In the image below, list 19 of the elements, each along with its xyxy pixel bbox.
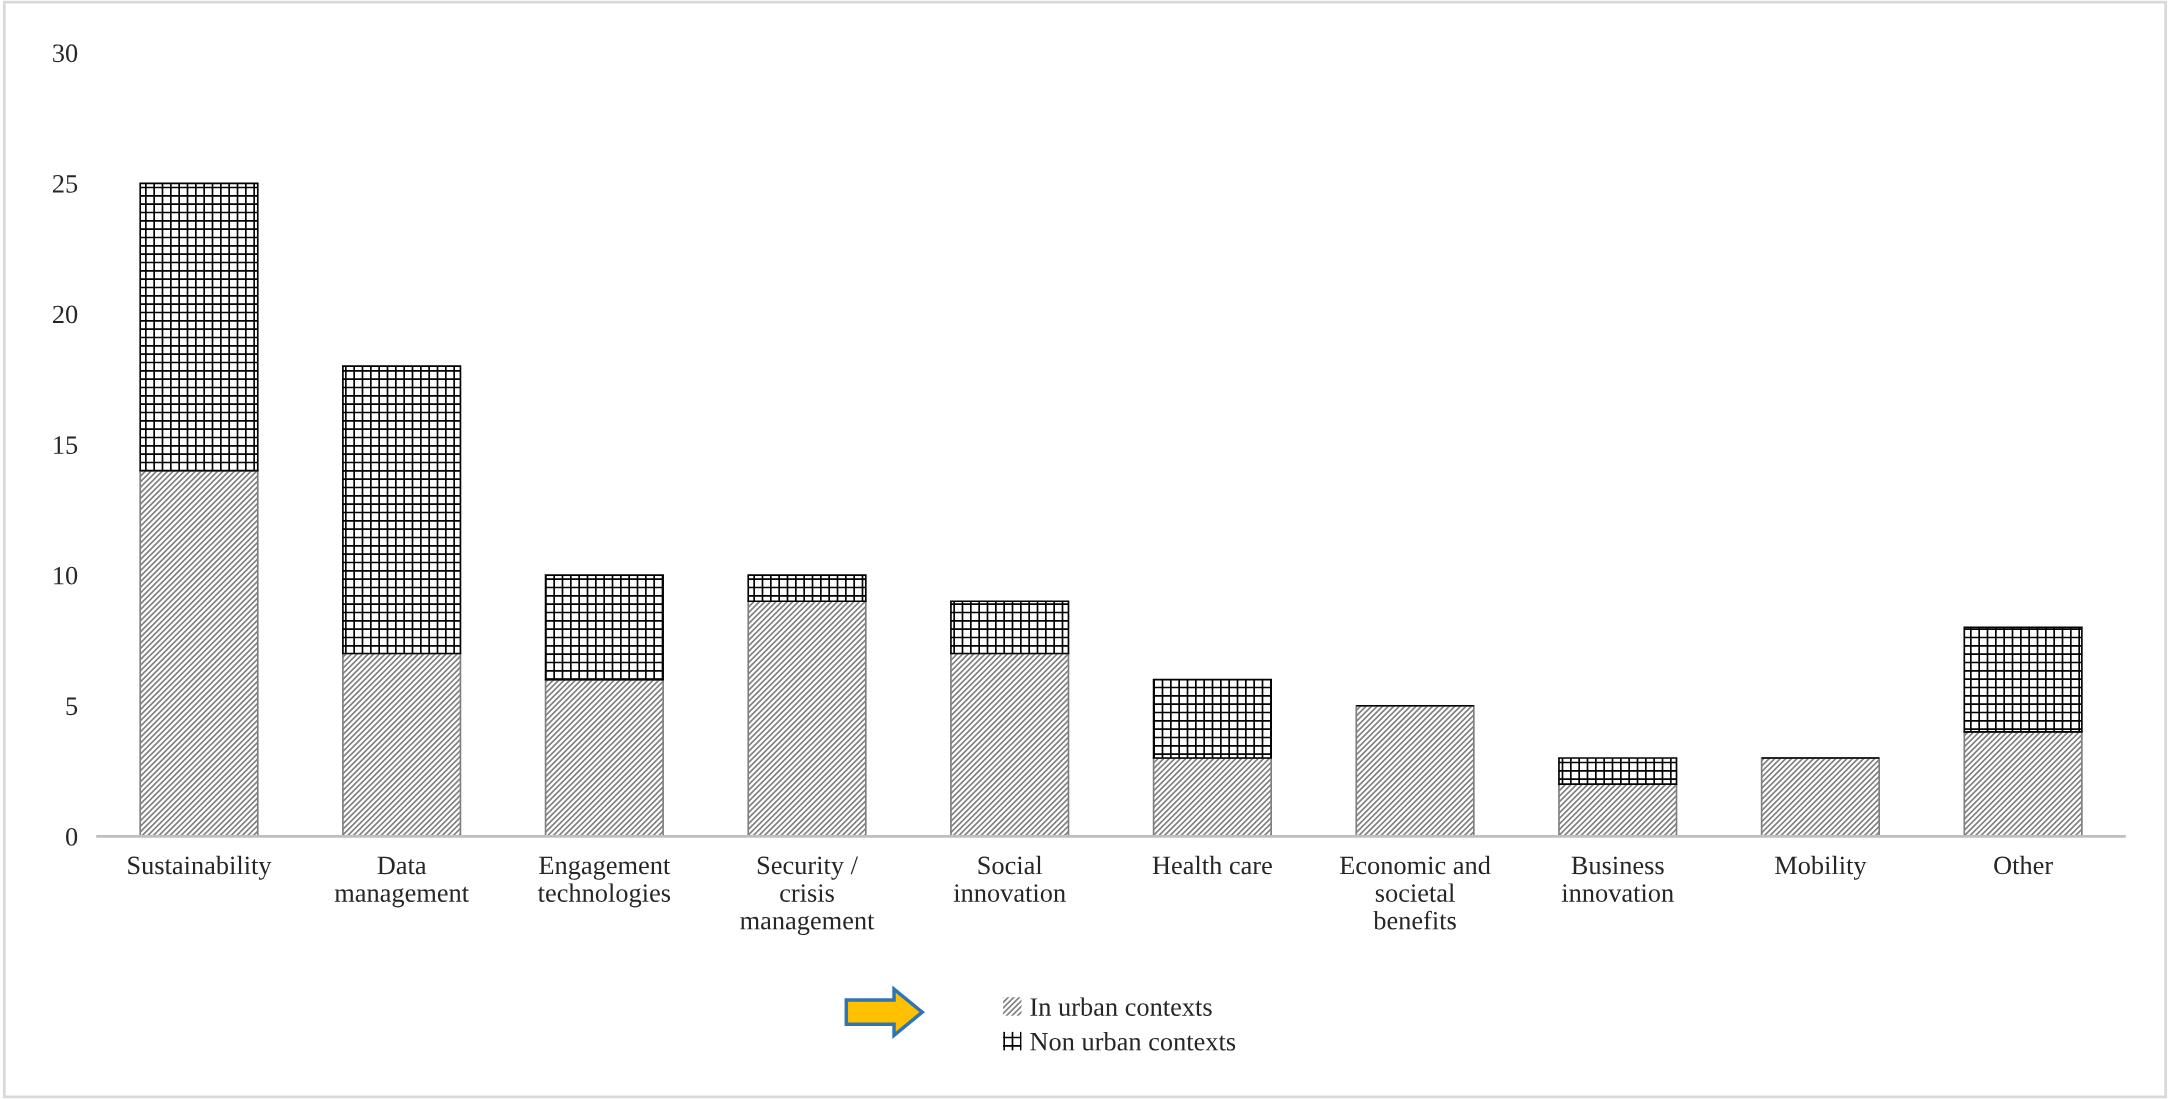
- y-tick-label: 25: [52, 175, 78, 193]
- x-tick-label: Health care: [1152, 855, 1272, 875]
- legend-label: In urban contexts: [1030, 997, 1212, 1016]
- x-tick-label: Business innovation: [1561, 856, 1674, 902]
- y-tick-label: 15: [54, 436, 78, 454]
- y-tick-label: 30: [53, 44, 78, 63]
- y-tick-label: 10: [54, 566, 78, 585]
- x-tick-label: Security / crisis management: [740, 856, 875, 935]
- x-tick-label: Engagement technologies: [537, 856, 671, 908]
- y-tick-label: 20: [52, 305, 78, 324]
- x-tick-label: Data management: [334, 856, 469, 908]
- x-tick-label: Sustainability: [128, 855, 272, 880]
- legend-label: Non urban contexts: [1030, 1032, 1236, 1051]
- x-tick-label: Other: [1994, 855, 2053, 875]
- x-tick-label: Social innovation: [953, 855, 1066, 902]
- y-tick-label: 5: [66, 697, 78, 716]
- y-tick-label: 0: [66, 827, 78, 846]
- x-tick-label: Economic and societal benefits: [1339, 855, 1491, 930]
- x-tick-label: Mobility: [1774, 855, 1867, 880]
